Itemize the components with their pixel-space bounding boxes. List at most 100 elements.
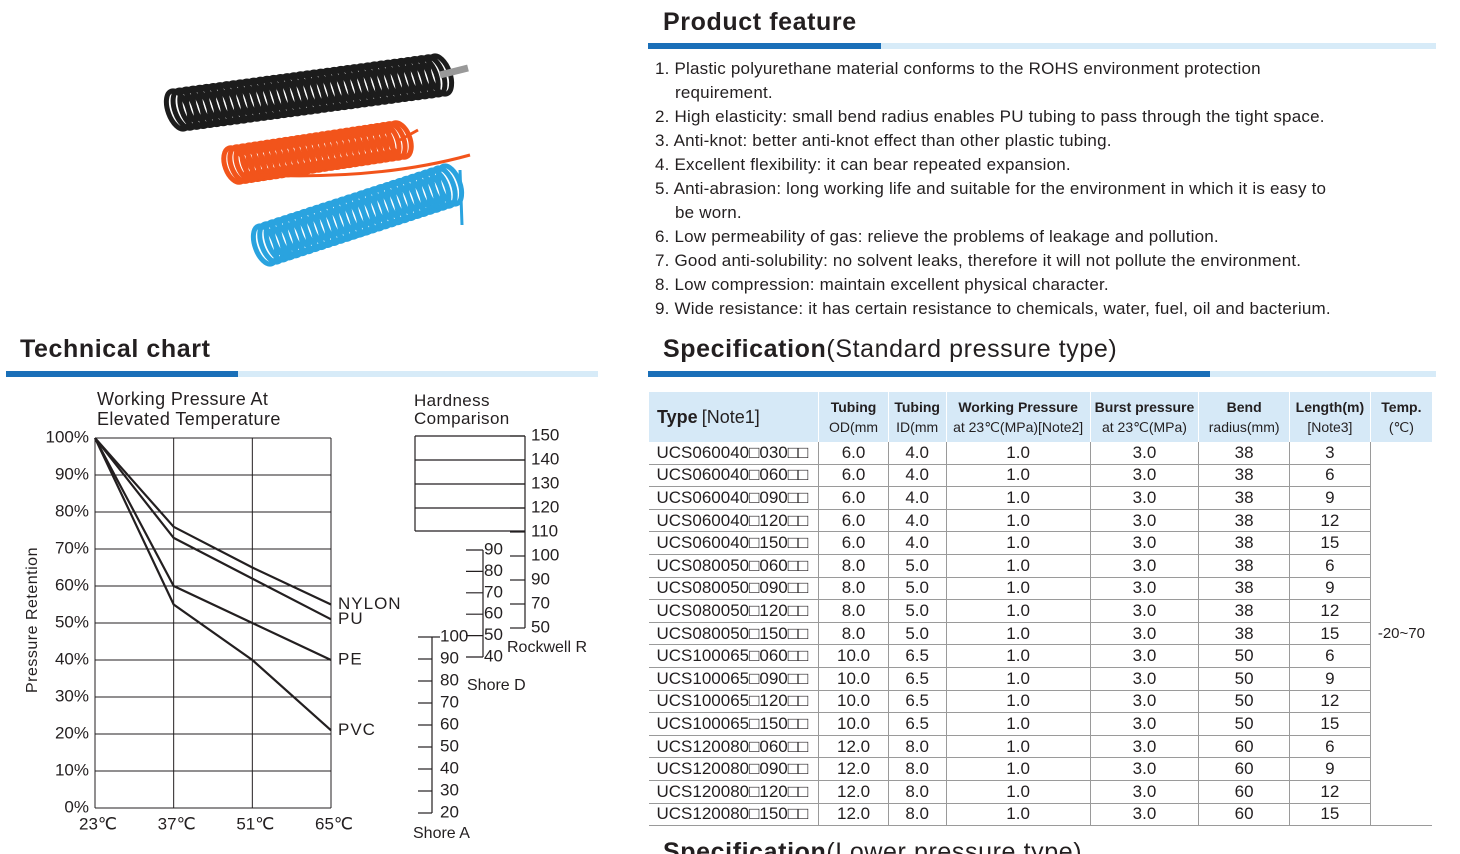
scale-label: 130 [531,473,559,492]
scale-label: 90 [531,569,550,588]
table-cell: UCS120080□120□□ [648,780,819,804]
table-cell: 6 [1288,554,1371,578]
table-cell: 8.0 [818,554,889,578]
y-tick-label: 20% [55,723,89,742]
header-cell: Working Pressure at 23℃(MPa)[Note2] [945,392,1091,442]
scale-label: 50 [531,617,550,636]
table-row: UCS060040□060□□ 6.0 4.0 1.0 3.0 38 6 [648,464,1433,488]
feature-line: be worn. [675,203,742,222]
scale-name: Shore A [413,825,470,842]
table-cell: 5.0 [887,577,947,601]
title-bar [648,43,1436,49]
scale-label: 90 [484,539,503,558]
table-cell: 15 [1288,531,1371,555]
table-cell: 60 [1198,780,1290,804]
table-cell: 4.0 [887,464,947,488]
table-cell: 4.0 [887,509,947,533]
coil-loop [423,167,452,211]
table-cell: UCS060040□060□□ [648,464,819,488]
table-cell: 1.0 [945,509,1091,533]
table-cell: 38 [1198,599,1290,623]
y-tick-label: 70% [55,538,89,557]
y-tick-label: 90% [55,464,89,483]
y-tick-label: 10% [55,760,89,779]
table-cell: 15 [1288,712,1371,736]
table-cell: 8.0 [887,757,947,781]
y-tick-label: 60% [55,575,89,594]
table-row: UCS060040□030□□ 6.0 4.0 1.0 3.0 38 3 -20~70 [648,442,1432,827]
table-cell: 4.0 [887,442,947,465]
table-cell: 1.0 [945,599,1091,623]
table-cell: 8.0 [818,622,889,646]
table-row: UCS060040□120□□ 6.0 4.0 1.0 3.0 38 12 [648,509,1433,533]
header-cell: Tubing OD(mm [818,392,889,442]
tube-tail [439,64,469,79]
header-text: Working Pressure [958,399,1078,415]
header-text: OD(mm [829,419,879,435]
tube-tail [279,169,464,257]
table-cell: 5.0 [887,599,947,623]
table-cell: 38 [1198,554,1290,578]
table-cell: 3.0 [1089,757,1199,781]
table-cell: 60 [1198,735,1290,759]
header-text: [Note1] [701,407,760,427]
table-cell: 3.0 [1089,735,1199,759]
scale-label: 30 [440,780,459,799]
table-cell: 6.0 [818,509,889,533]
table-cell: 3.0 [1089,667,1199,691]
scale-label: 100 [531,545,559,564]
table-cell: 3.0 [1089,577,1199,601]
table-cell: 12 [1288,509,1371,533]
table-cell: UCS120080□060□□ [648,735,819,759]
table-cell: UCS080050□120□□ [648,599,819,623]
table-cell: 1.0 [945,486,1091,510]
table-cell: 12.0 [818,803,889,827]
series-line [94,437,332,621]
header-text: Burst pressure [1094,399,1195,415]
header-text: at 23℃(MPa)[Note2] [953,419,1084,435]
feature-line: 1. Plastic polyurethane material conform… [655,59,1261,78]
table-row: UCS080050□150□□ 8.0 5.0 1.0 3.0 38 15 [648,622,1433,646]
table-cell: 3.0 [1089,486,1199,510]
y-tick-label: 50% [55,612,89,631]
table-cell: 3.0 [1089,712,1199,736]
table-cell: 6 [1288,464,1371,488]
table-cell: UCS100065□090□□ [648,667,819,691]
table-cell: 38 [1198,509,1290,533]
feature-line: 5. Anti-abrasion: long working life and … [655,179,1327,198]
series-line [94,437,332,661]
table-cell: 1.0 [945,780,1091,804]
product-image [163,53,471,267]
table-cell: UCS100065□150□□ [648,712,819,736]
table-cell: 8.0 [887,735,947,759]
table-cell: 3.0 [1089,622,1199,646]
table-cell: 3.0 [1089,554,1199,578]
table-cell: 3.0 [1089,599,1199,623]
series-label: NYLON [338,594,402,613]
table-cell: 3.0 [1089,690,1199,714]
coil-loop [386,120,414,160]
table-cell: 1.0 [945,735,1091,759]
table-cell: 6.0 [818,464,889,488]
header-text: [Note3] [1307,419,1353,435]
feature-line: 3. Anti-knot: better anti-knot effect th… [655,131,1112,150]
scale-label: 50 [484,625,503,644]
table-cell: 3.0 [1089,780,1199,804]
table-cell: 1.0 [945,690,1091,714]
scale-label: 140 [531,449,559,468]
table-cell: 1.0 [945,644,1091,668]
series-label: PE [338,649,363,668]
table-cell: 6.5 [887,644,947,668]
table-row: UCS080050□060□□ 8.0 5.0 1.0 3.0 38 6 [648,554,1433,578]
table-cell: 38 [1198,486,1290,510]
tube-tail [259,128,471,178]
table-cell: 1.0 [945,577,1091,601]
header-text: Bend [1226,399,1262,415]
scale-label: 40 [484,646,503,665]
title-bar [648,371,1436,377]
table-cell: 1.0 [945,554,1091,578]
table-cell: UCS120080□150□□ [648,803,819,827]
header-cell: Tubing ID(mm [887,392,947,442]
table-cell: UCS100065□120□□ [648,690,819,714]
